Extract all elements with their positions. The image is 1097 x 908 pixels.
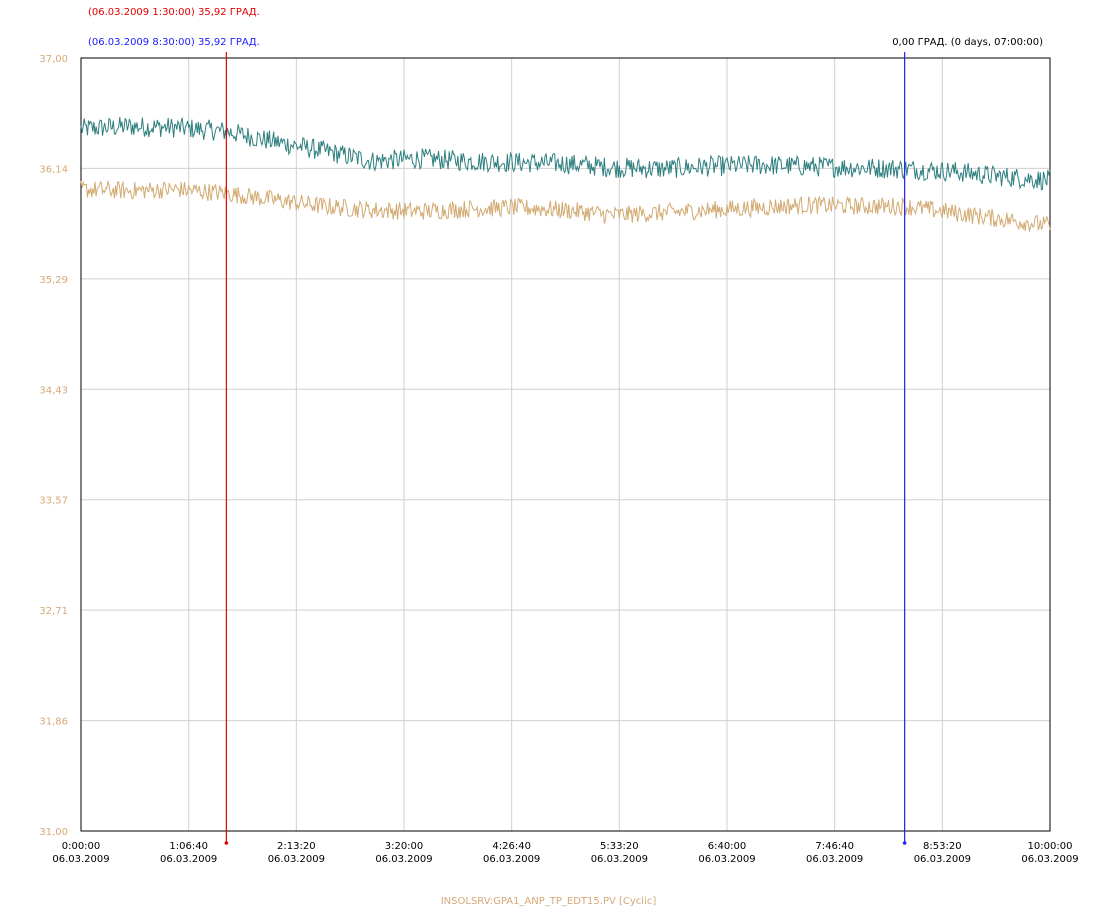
y-tick-label: 33,57 [39,496,68,507]
y-tick-label: 35,29 [39,275,68,286]
y-tick-label: 31,86 [39,717,68,728]
x-tick-label: 6:40:00 [708,841,747,852]
x-tick-date: 06.03.2009 [483,854,540,865]
cursor-handle-a [224,841,229,845]
y-tick-label: 32,71 [39,606,68,617]
x-tick-label: 7:46:40 [815,841,854,852]
y-tick-label: 34,43 [39,385,68,396]
cursor-delta-readout: 0,00 ГРАД. (0 days, 07:00:00) [892,37,1043,48]
cursor-handle-b [902,841,907,845]
x-tick-date: 06.03.2009 [160,854,217,865]
x-tick-date: 06.03.2009 [806,854,863,865]
series-line-1 [80,116,1051,191]
x-tick-date: 06.03.2009 [698,854,755,865]
x-tick-label: 1:06:40 [169,841,208,852]
x-tick-date: 06.03.2009 [375,854,432,865]
x-tick-label: 2:13:20 [277,841,316,852]
x-tick-date: 06.03.2009 [268,854,325,865]
x-tick-label: 10:00:00 [1028,841,1073,852]
cursor-b-readout: (06.03.2009 8:30:00) 35,92 ГРАД. [88,37,260,48]
y-tick-label: 36,14 [39,164,68,175]
cursor-a-readout: (06.03.2009 1:30:00) 35,92 ГРАД. [88,7,260,18]
y-tick-label: 31,00 [39,827,68,838]
x-tick-label: 4:26:40 [492,841,531,852]
y-tick-label: 37,00 [39,54,68,65]
x-tick-label: 0:00:00 [62,841,101,852]
x-tick-label: 8:53:20 [923,841,962,852]
x-tick-label: 5:33:20 [600,841,639,852]
x-tick-date: 06.03.2009 [591,854,648,865]
x-tick-date: 06.03.2009 [914,854,971,865]
x-tick-date: 06.03.2009 [1021,854,1078,865]
series-line-2 [80,179,1051,232]
x-tick-date: 06.03.2009 [52,854,109,865]
tag-name-label: INSOLSRV:GPA1_ANP_TP_EDT15.PV [Cyclic] [440,896,657,907]
x-tick-label: 3:20:00 [385,841,424,852]
plot-frame [80,57,1051,832]
